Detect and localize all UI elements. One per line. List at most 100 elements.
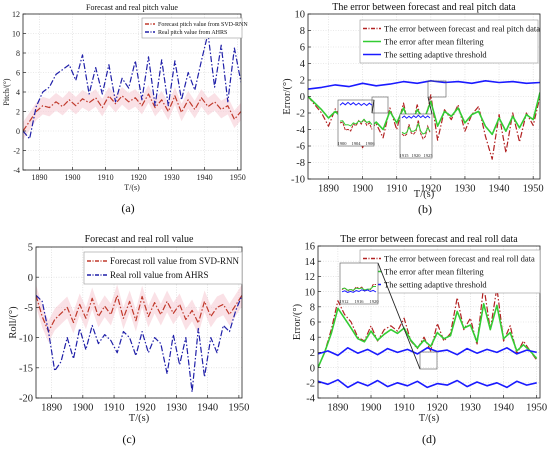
series-line-3 [318,347,537,357]
inset-tick-label: 1925 [424,153,434,158]
y-tick-label: 14 [305,257,316,268]
y-axis-label: Error/(°) [292,303,303,340]
inset-tick-label: 1915 [400,153,410,158]
y-tick-label: -8 [296,158,305,169]
inset-1: 1900 1904 1906 [338,96,389,147]
x-axis-label: T/(s) [129,413,150,424]
y-tick-label: 10 [305,287,316,298]
series-line-4 [318,379,537,389]
inset-tick-label: 1920 [412,153,422,158]
y-tick-label: 8 [300,26,305,37]
x-tick-label: 1890 [41,403,62,414]
y-tick-label: 4 [300,59,306,70]
x-axis-label: T/(s) [419,413,440,424]
x-tick-label: 1890 [318,184,339,195]
x-tick-label: 1900 [72,403,93,414]
inset-trace-2 [339,118,373,127]
x-tick-label: 1940 [197,403,218,414]
inset-trace-2 [401,122,431,135]
x-tick-label: 1950 [523,184,544,195]
inset-tick-label: 1916 [355,299,365,304]
y-tick-label: -10 [19,333,33,344]
legend-box [359,19,539,64]
panel-label-a: (a) [121,201,134,215]
x-tick-label: 1910 [386,184,407,195]
legend-label: The error after mean filtering [384,266,484,276]
confidence-band [36,284,242,343]
inset-1: 1912 1916 1920 [340,262,438,370]
y-tick-label: 8 [16,49,20,58]
legend-box [141,17,243,39]
inset-2: 1915 1920 1925 [399,80,447,159]
y-tick-label: 10 [295,10,306,21]
y-tick-label: 16 [305,242,316,253]
series-line-2 [23,32,241,140]
y-tick-label: -2 [306,378,315,389]
legend-box [83,251,243,285]
y-tick-label: -6 [296,142,305,153]
y-axis-label: Error/(°) [282,78,293,115]
x-tick-label: 1920 [135,403,156,414]
x-tick-label: 1940 [197,173,213,182]
y-axis-label: Pitch/(°) [2,78,11,106]
x-tick-label: 1950 [230,173,246,182]
series-line-1 [318,284,538,368]
y-tick-label: -20 [19,394,33,405]
legend-label: Forecast roll value from SVD-RNN [110,256,239,266]
y-tick-label: 8 [310,302,315,313]
chart-title: Forecast and real pitch value [86,3,178,12]
legend-label: The error between forecast and real roll… [384,253,535,263]
inset-source-box [419,351,438,370]
series-line-2 [36,294,242,393]
y-tick-label: -2 [13,146,20,155]
x-tick-label: 1920 [427,403,448,414]
inset-source-box [427,80,447,98]
legend-box [359,249,541,294]
x-tick-label: 1940 [493,403,514,414]
inset-traces [339,101,373,132]
legend-label: The error between forecast and real pitc… [384,23,540,33]
x-tick-label: 1910 [104,403,125,414]
y-tick-label: -4 [306,394,315,405]
panel-label-d: (d) [422,432,436,446]
y-tick-label: -15 [19,363,33,374]
y-tick-label: -4 [296,125,305,136]
x-tick-label: 1920 [420,184,441,195]
inset-pointer [377,262,421,370]
series-group [318,284,538,389]
inset-tick-label: 1920 [370,299,380,304]
inset-tick-label: 1904 [352,141,362,146]
inset-frame [399,113,433,159]
x-tick-label: 1930 [460,403,481,414]
x-tick-label: 1910 [98,173,114,182]
y-tick-label: 12 [305,272,316,283]
y-tick-label: 2 [16,107,20,116]
y-tick-label: -2 [296,109,305,120]
axes-frame [35,246,243,399]
inset-tick-label: 1912 [340,299,349,304]
y-tick-label: 4 [310,333,316,344]
chart-panel-a: 1890 1900 1910 1920 1930 1940 1950 -4 -2 0 2 4 6 8 10 1… [2,3,248,192]
x-tick-label: 1930 [166,403,187,414]
y-tick-label: 12 [12,10,20,19]
y-tick-label: -5 [24,303,33,314]
inset-pointer [371,99,375,114]
legend-label: The error after mean filtering [384,36,484,46]
series-line-1 [36,294,242,333]
series-line-3 [308,80,540,90]
chart-panel-b: 1890 1900 1910 1920 1930 1940 1950 -10 -8 -6 -4 -2 0… [282,2,544,200]
y-tick-label: 6 [16,68,20,77]
x-tick-label: 1910 [394,403,415,414]
y-tick-label: 0 [300,92,305,103]
x-tick-label: 1930 [454,184,475,195]
inset-trace-3 [341,289,377,293]
series-line-2 [318,303,538,368]
inset-traces [401,114,431,140]
x-tick-label: 1940 [489,184,510,195]
legend-label: Real roll value from AHRS [110,270,209,280]
x-axis-label: T/(s) [414,189,435,200]
confidence-band [23,85,241,140]
y-axis-label: Roll/(°) [8,306,19,339]
y-tick-label: 10 [12,29,20,38]
